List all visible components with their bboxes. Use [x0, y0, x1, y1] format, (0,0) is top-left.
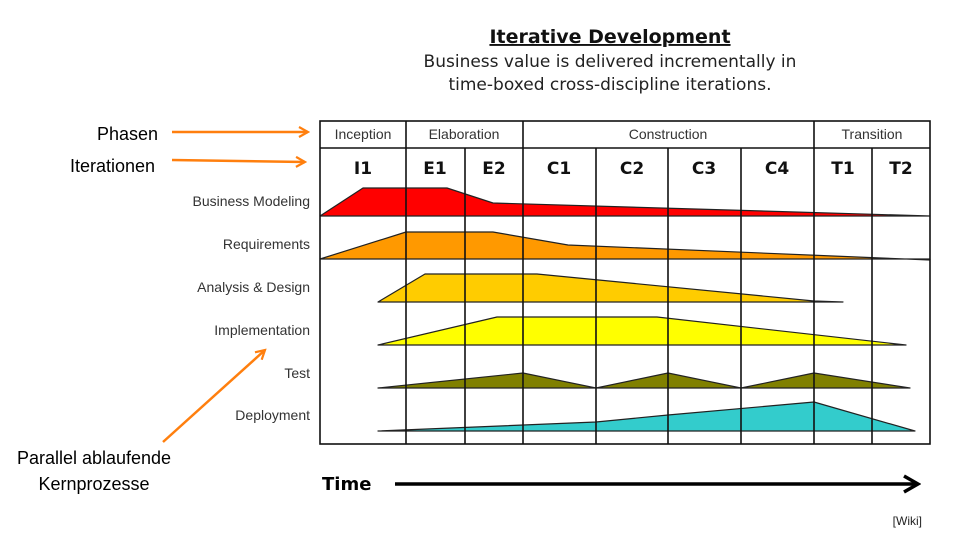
- iteration-c3: C3: [692, 159, 716, 179]
- iteration-e2: E2: [482, 159, 505, 179]
- discipline-label-implementation: Implementation: [214, 322, 310, 338]
- implementation-effort: [377, 316, 907, 346]
- source-citation: [Wiki]: [893, 514, 922, 528]
- iteration-i1: I1: [354, 159, 372, 179]
- requirements-effort: [319, 231, 931, 261]
- phase-construction: Construction: [629, 126, 708, 142]
- diagram-title: Iterative Development: [489, 26, 730, 48]
- discipline-label-deployment: Deployment: [235, 407, 310, 423]
- iteration-c1: C1: [547, 159, 571, 179]
- parallel-annotation-line-2: Kernprozesse: [38, 474, 149, 494]
- discipline-label-requirements: Requirements: [223, 236, 310, 252]
- phase-transition: Transition: [842, 126, 903, 142]
- subtitle-line-1: Business value is delivered incrementall…: [424, 52, 797, 72]
- iterations-arrow-icon: [171, 160, 305, 162]
- deployment-effort: [377, 401, 916, 432]
- discipline-label-test: Test: [284, 365, 310, 381]
- iteration-t2: T2: [889, 159, 912, 179]
- iteration-e1: E1: [423, 159, 446, 179]
- discipline-label-business-modeling: Business Modeling: [192, 193, 310, 209]
- phase-inception: Inception: [335, 126, 392, 142]
- iteration-c2: C2: [620, 159, 644, 179]
- iteration-c4: C4: [765, 159, 789, 179]
- analysis-design-effort: [377, 273, 844, 303]
- time-label: Time: [322, 474, 371, 495]
- phase-elaboration: Elaboration: [429, 126, 500, 142]
- business-modeling-effort: [319, 187, 931, 217]
- phase-iteration-grid: [319, 120, 931, 445]
- subtitle-line-2: time-boxed cross-discipline iterations.: [448, 75, 771, 95]
- iterations-annotation: Iterationen: [70, 156, 155, 176]
- test-effort: [377, 372, 911, 389]
- phases-annotation: Phasen: [97, 124, 158, 144]
- parallel-annotation-line-1: Parallel ablaufende: [17, 448, 171, 468]
- iteration-t1: T1: [831, 159, 854, 179]
- parallel-arrow-icon: [162, 350, 265, 443]
- discipline-label-analysis-design: Analysis & Design: [197, 279, 310, 295]
